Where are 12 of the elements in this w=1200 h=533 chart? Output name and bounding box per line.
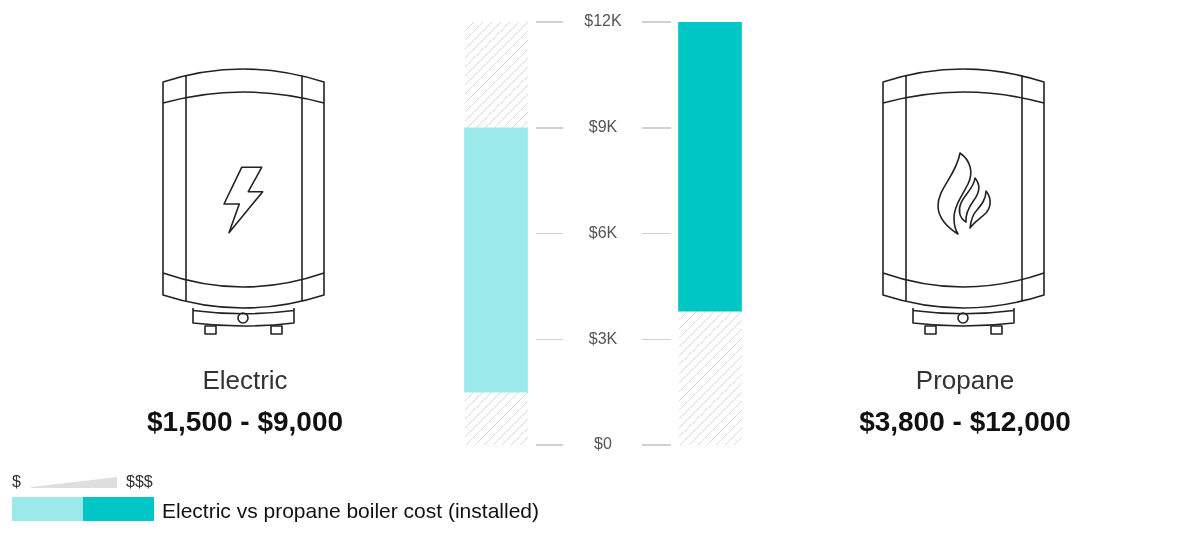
annotation: $1,500 - $9,000 bbox=[146, 406, 344, 437]
y-tick-label: $6K bbox=[588, 223, 618, 241]
x-tick-label: Propane bbox=[915, 365, 1015, 395]
y-tick-label: $9K bbox=[588, 118, 618, 136]
x-tick-label: Electric bbox=[202, 365, 288, 395]
y-tick-label: $12K bbox=[584, 12, 623, 30]
annotation: $3,800 - $12,000 bbox=[859, 406, 1071, 437]
y-tick-label: $3K bbox=[588, 329, 618, 347]
text: $$$ bbox=[126, 473, 153, 490]
y-tick-label: $0 bbox=[594, 435, 612, 453]
text: Electric vs propane boiler cost (installed) bbox=[162, 499, 539, 522]
text: $ bbox=[12, 473, 21, 490]
